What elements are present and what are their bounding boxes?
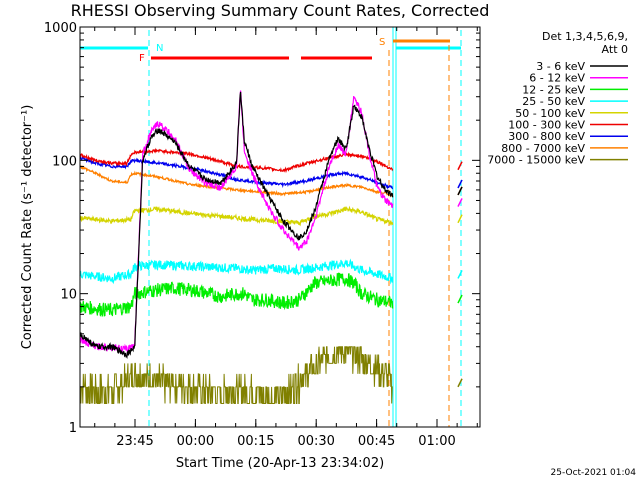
y-tick-label: 100 <box>52 154 77 169</box>
axes: 23:45 00:00 00:15 00:30 00:45 01:00 1 10 100 1000 <box>44 21 480 449</box>
series-tail <box>457 378 463 388</box>
y-tick-label: 10 <box>60 288 77 303</box>
legend-entry-label: 3 - 6 keV <box>536 60 585 73</box>
series-tail <box>457 161 463 171</box>
legend-entry-label: 25 - 50 keV <box>522 95 585 108</box>
saa-label: S <box>379 37 385 48</box>
series-lines <box>79 90 463 404</box>
series-tail <box>457 294 463 304</box>
x-tick-label: 23:45 <box>116 434 153 449</box>
y-tick-label: 1 <box>69 421 77 436</box>
legend-entry-label: 300 - 800 keV <box>508 130 585 143</box>
legend-entry-label: 6 - 12 keV <box>529 72 585 85</box>
series-tail <box>457 186 463 196</box>
timestamp: 25-Oct-2021 01:04 <box>550 468 636 478</box>
x-tick-label: 00:30 <box>297 434 334 449</box>
x-tick-label: 00:45 <box>358 434 395 449</box>
legend-entry-label: 12 - 25 keV <box>522 83 585 96</box>
legend-entry-label: 7000 - 15000 keV <box>487 154 585 167</box>
chart-title: RHESSI Observing Summary Count Rates, Co… <box>70 1 490 20</box>
x-axis-label: Start Time (20-Apr-13 23:34:02) <box>176 456 384 471</box>
x-tick-label: 01:00 <box>418 434 455 449</box>
plot-frame <box>79 26 481 428</box>
flare-label: F <box>139 53 145 64</box>
series-tail <box>457 214 463 224</box>
x-tick-label: 00:00 <box>177 434 214 449</box>
series-line <box>79 205 394 227</box>
legend-entry-label: 100 - 300 keV <box>508 119 585 132</box>
series-line <box>79 91 394 360</box>
observing-flag-bars: NF S <box>80 27 462 427</box>
series-tail <box>457 198 463 207</box>
y-axis-label: Corrected Count Rate (s⁻¹ detector⁻¹) <box>20 105 35 350</box>
series-line <box>80 346 393 404</box>
legend-header: Att 0 <box>602 43 628 56</box>
legend-entry-label: 800 - 7000 keV <box>501 142 585 155</box>
series-line <box>79 165 394 198</box>
series-tail <box>457 270 463 279</box>
series-line <box>79 258 394 285</box>
series-tail <box>457 179 463 189</box>
x-tick-label: 00:15 <box>237 434 274 449</box>
legend-header: Det 1,3,4,5,6,9, <box>542 30 628 43</box>
series-line <box>79 155 394 190</box>
y-tick-label: 1000 <box>44 21 77 36</box>
series-line <box>79 272 394 318</box>
legend-entry-label: 50 - 100 keV <box>515 107 585 120</box>
night-label: N <box>156 43 163 54</box>
